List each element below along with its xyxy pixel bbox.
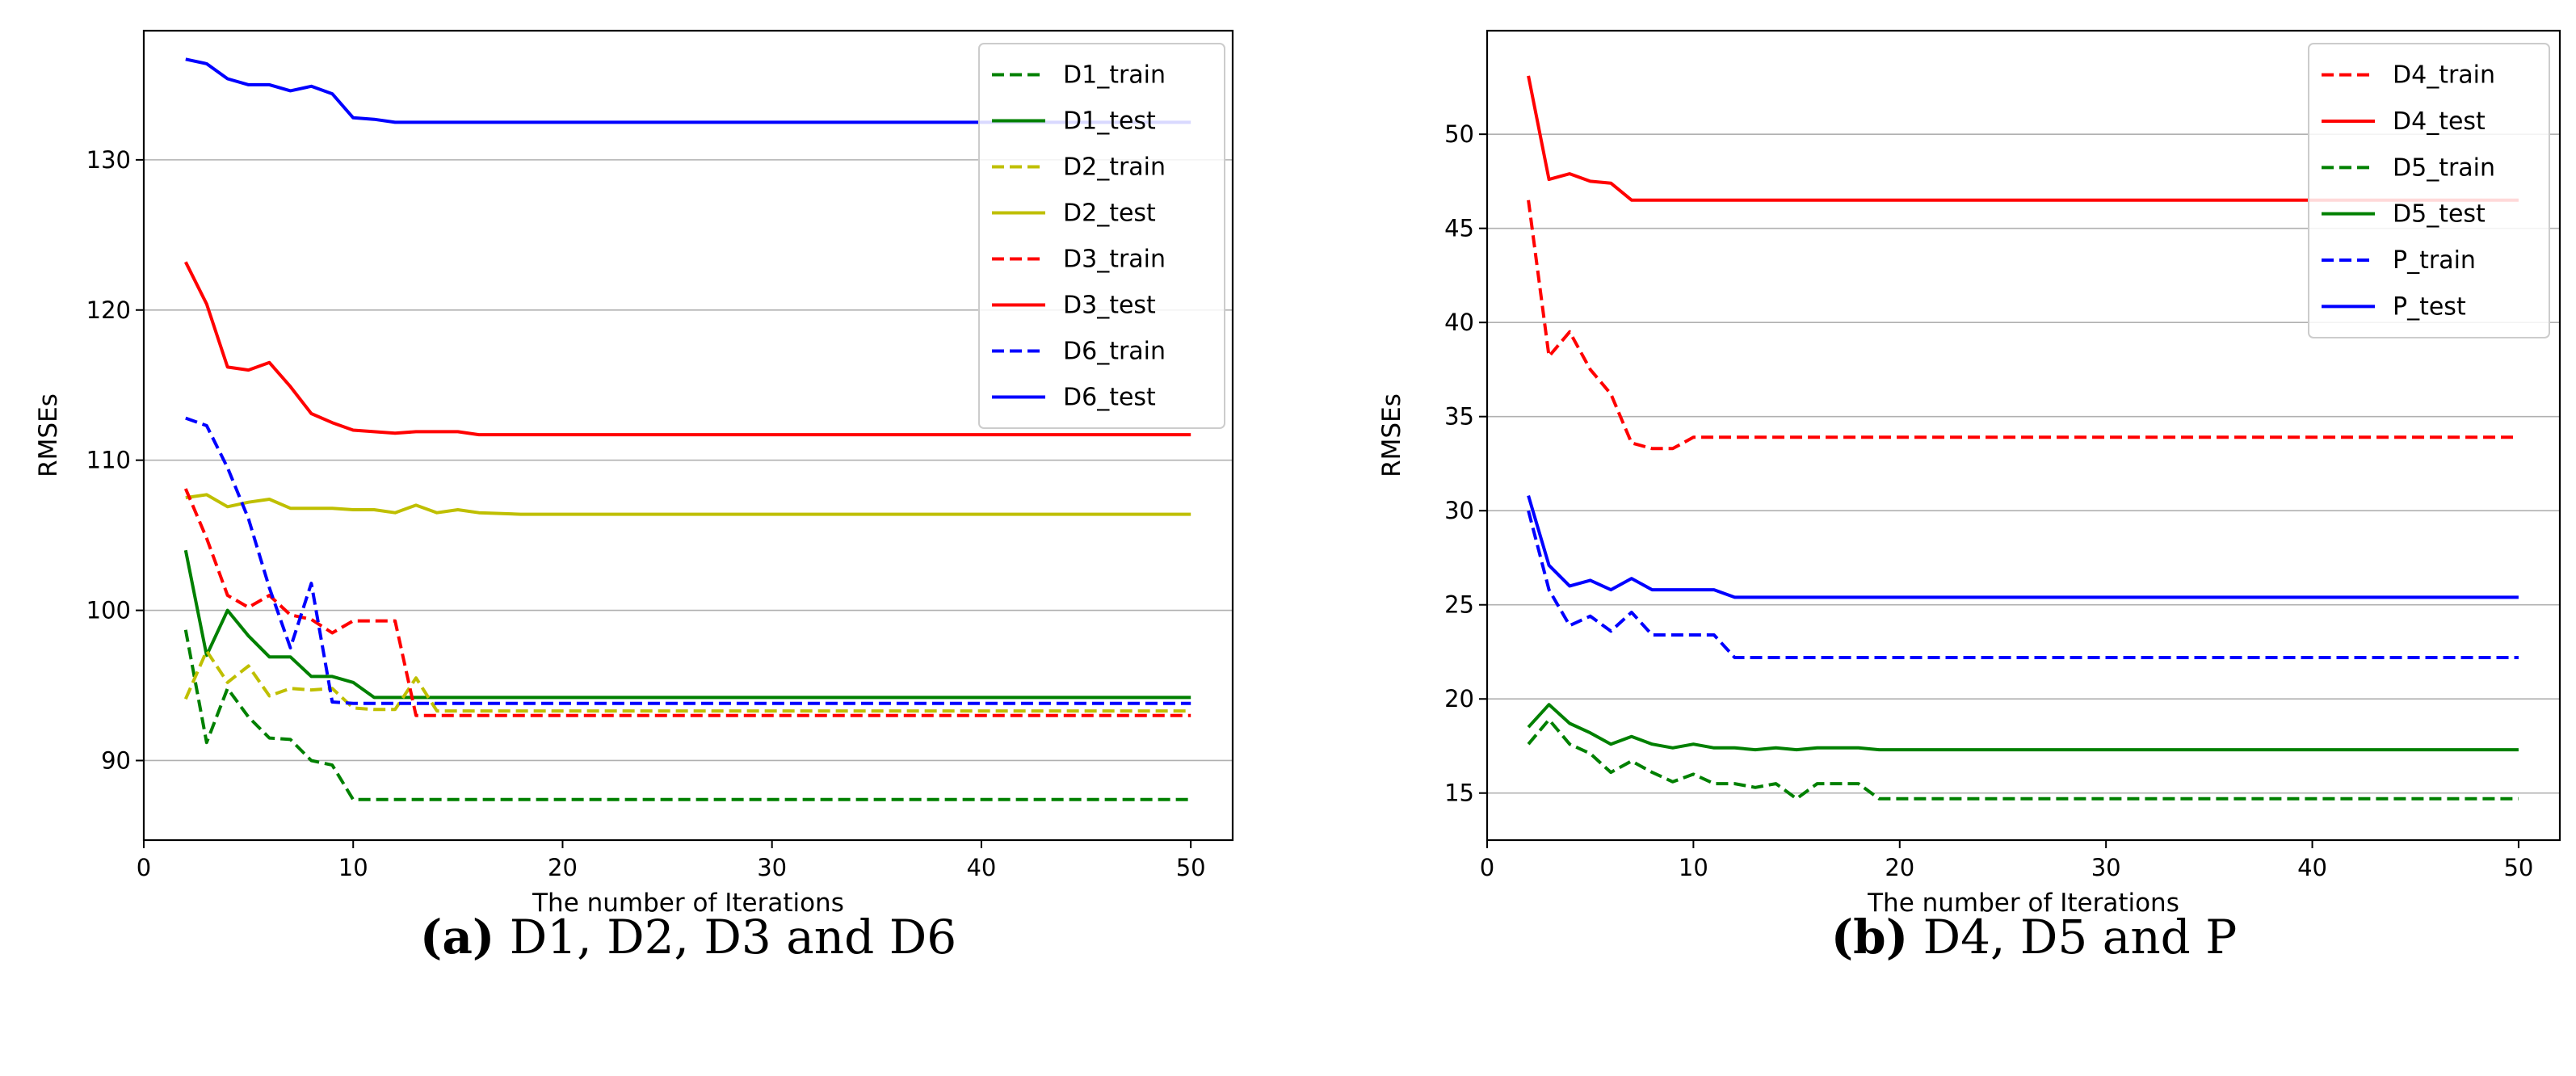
y-tick-label: 35 — [1444, 403, 1474, 431]
y-axis-label: RMSEs — [1377, 393, 1406, 477]
y-axis-label: RMSEs — [34, 393, 63, 477]
x-tick-label: 30 — [757, 854, 787, 881]
series-line-d6-train — [185, 416, 1191, 705]
series-line-d2-train — [183, 649, 1191, 713]
series-line-d6-test — [185, 57, 1191, 124]
panel-caption: (b) D4, D5 and P — [1831, 910, 2238, 965]
legend-label: D4_train — [2393, 61, 2495, 90]
y-tick-label: 120 — [86, 296, 131, 324]
legend-label: D1_test — [1063, 107, 1156, 136]
caption-letter: (a) — [420, 910, 494, 965]
legend-box — [2308, 43, 2550, 338]
legend-label: D2_train — [1063, 153, 1166, 182]
x-axis-label: The number of Iterations — [1867, 889, 2179, 918]
y-tick-label: 30 — [1444, 497, 1474, 524]
x-tick-label: 30 — [2091, 854, 2121, 881]
y-tick-label: 20 — [1444, 685, 1474, 712]
x-tick-label: 40 — [966, 854, 996, 881]
y-tick-label: 90 — [101, 746, 131, 774]
x-tick-label: 50 — [2503, 854, 2533, 881]
y-tick-label: 100 — [86, 597, 131, 624]
x-tick-label: 20 — [1885, 854, 1914, 881]
y-tick-label: 25 — [1444, 591, 1474, 619]
legend-label: P_train — [2393, 246, 2476, 275]
series-line-p-test — [1527, 495, 2519, 599]
caption-space — [494, 910, 509, 965]
y-tick-label: 50 — [1444, 120, 1474, 148]
legend-label: D6_train — [1063, 338, 1166, 366]
series-line-d3-train — [183, 488, 1191, 717]
caption-text: D1, D2, D3 and D6 — [510, 910, 956, 965]
legend-label: P_test — [2393, 292, 2466, 321]
legend-box — [978, 43, 1225, 429]
y-tick-label: 40 — [1444, 309, 1474, 336]
series-line-p-train — [1527, 510, 2519, 659]
panel-caption: (a) D1, D2, D3 and D6 — [420, 910, 956, 965]
caption-letter: (b) — [1831, 910, 1908, 965]
series-line-d2-test — [185, 493, 1191, 516]
legend: D4_train D4_test D5_train D5_test P_train P_t… — [2308, 43, 2550, 338]
x-tick-label: 40 — [2297, 854, 2327, 881]
series-line-d1-train — [183, 629, 1191, 801]
series-group — [183, 57, 1191, 801]
x-tick-label: 10 — [1679, 854, 1708, 881]
series-line-d1-test — [183, 549, 1191, 700]
chart-panel-b: 15 20 25 30 35 40 45 50 0 10 20 30 40 50 The number of… — [1377, 29, 2561, 965]
y-tick-label: 110 — [86, 447, 131, 474]
series-line-d5-train — [1527, 717, 2519, 801]
x-axis-label: The number of Iterations — [532, 889, 844, 918]
y-tick-label: 45 — [1444, 215, 1474, 242]
x-tick-label: 50 — [1176, 854, 1206, 881]
series-line-d4-test — [1527, 75, 2519, 202]
legend-label: D5_train — [2393, 153, 2495, 182]
series-line-d3-test — [184, 261, 1191, 437]
axes-frame — [1486, 29, 2561, 842]
legend-label: D3_test — [1063, 292, 1156, 320]
legend-label: D4_test — [2393, 107, 2486, 136]
series-line-d5-test — [1527, 703, 2519, 752]
x-tick-label: 0 — [1480, 854, 1494, 881]
caption-text: D4, D5 and P — [1923, 910, 2238, 965]
x-tick-label: 20 — [548, 854, 578, 881]
legend: D1_train D1_test D2_train D2_test D3_train D3… — [978, 43, 1225, 429]
legend-label: D2_test — [1063, 200, 1156, 228]
legend-label: D1_train — [1063, 61, 1166, 90]
x-tick-label: 10 — [338, 854, 368, 881]
chart-panel-a: 90 100 110 120 130 0 10 20 30 40 50 The number of I… — [34, 29, 1234, 965]
axes-frame — [142, 29, 1234, 842]
caption-space — [1908, 910, 1923, 965]
series-line-d4-train — [1527, 200, 2519, 451]
y-tick-label: 130 — [86, 146, 131, 174]
x-tick-label: 0 — [137, 854, 151, 881]
series-group — [1527, 75, 2519, 801]
y-tick-label: 15 — [1444, 780, 1474, 807]
legend-label: D3_train — [1063, 246, 1166, 274]
legend-label: D6_test — [1063, 384, 1156, 412]
legend-label: D5_test — [2393, 200, 2486, 229]
